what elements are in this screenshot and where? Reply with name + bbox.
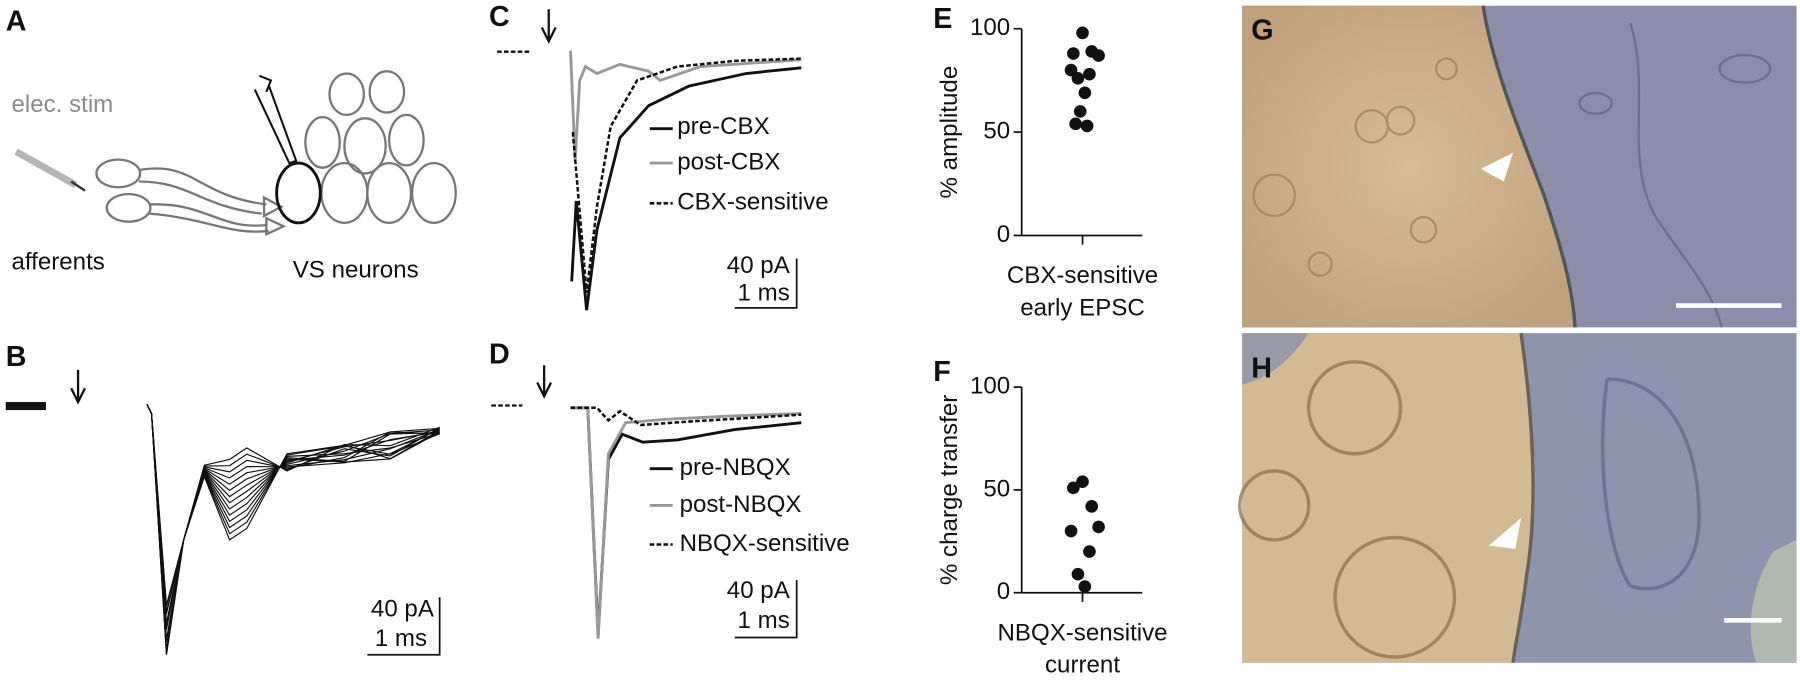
pipette xyxy=(253,74,298,165)
arrowhead xyxy=(1480,152,1514,182)
y-tick-label: 100 xyxy=(970,14,1010,41)
data-point xyxy=(1080,119,1094,133)
traces-b xyxy=(5,402,440,655)
y-tick-label: 0 xyxy=(997,578,1010,605)
legend-label: post-CBX xyxy=(677,148,780,175)
x-axis-label: early EPSC xyxy=(1020,294,1145,321)
scale-label: 1 ms xyxy=(738,607,790,634)
stim-arrow xyxy=(540,9,557,44)
y-tick-label: 50 xyxy=(983,117,1010,144)
data-point xyxy=(1064,63,1078,77)
data-point xyxy=(1067,481,1080,495)
data-point xyxy=(1071,72,1085,85)
em-image-h: H xyxy=(1238,332,1797,663)
data-point xyxy=(1076,475,1089,488)
trace xyxy=(146,404,440,655)
panel-letter: F xyxy=(933,356,951,388)
panel-letter: D xyxy=(489,339,510,371)
stim-arrow xyxy=(536,365,553,399)
stim-arrow xyxy=(70,369,86,405)
trace xyxy=(146,404,440,614)
panel-letter: B xyxy=(6,341,27,373)
x-axis-label: NBQX-sensitive xyxy=(997,619,1167,646)
scale-label: 40 pA xyxy=(371,595,435,622)
stim-label: elec. stim xyxy=(11,91,113,118)
data-point xyxy=(1078,86,1092,100)
y-tick-label: 100 xyxy=(970,372,1010,399)
legend-label: NBQX-sensitive xyxy=(680,530,850,557)
y-tick-label: 50 xyxy=(983,475,1010,502)
x-axis-label: CBX-sensitive xyxy=(1007,262,1158,289)
data-point xyxy=(1085,500,1099,513)
data-point xyxy=(1078,580,1092,593)
baseline xyxy=(5,402,46,411)
em-image-g: G xyxy=(1242,5,1797,328)
traces-c xyxy=(497,50,802,311)
data-point xyxy=(1092,520,1105,534)
trace xyxy=(146,404,440,627)
afferents-label: afferents xyxy=(11,248,104,275)
afferents xyxy=(95,70,457,237)
recorded-neuron xyxy=(275,161,322,225)
data-point xyxy=(1067,47,1080,60)
legend-label: pre-NBQX xyxy=(680,454,791,481)
data-point xyxy=(1069,117,1082,131)
y-axis-label: % charge transfer xyxy=(936,395,963,585)
legend-label: pre-CBX xyxy=(677,113,769,140)
panel-letter: G xyxy=(1251,15,1273,47)
panel-letter: H xyxy=(1251,352,1272,384)
data-point xyxy=(1083,67,1096,81)
data-point xyxy=(1071,567,1085,581)
arrowhead xyxy=(1488,518,1522,550)
panel-letter: A xyxy=(6,6,27,38)
neurons-label: VS neurons xyxy=(293,256,419,283)
data-point xyxy=(1073,105,1087,118)
trace xyxy=(146,404,440,606)
scale-label: 40 pA xyxy=(727,252,791,279)
scale-label: 40 pA xyxy=(727,577,791,604)
scale-bar xyxy=(367,597,441,656)
panel-letter: C xyxy=(489,1,510,33)
data-point xyxy=(1083,545,1096,558)
electrode xyxy=(14,148,78,188)
legend-label: post-NBQX xyxy=(680,491,802,518)
trace xyxy=(146,404,440,607)
panel-letter: E xyxy=(933,3,952,35)
data-point xyxy=(1076,26,1089,40)
diagram-a: elec. stim afferents VS neurons xyxy=(11,70,457,283)
y-tick-label: 0 xyxy=(997,221,1010,248)
trace xyxy=(146,404,440,612)
trace xyxy=(146,404,440,640)
data-point xyxy=(1064,524,1078,538)
legend-label: CBX-sensitive xyxy=(677,189,828,216)
scale-label: 1 ms xyxy=(738,279,790,306)
y-axis-label: % amplitude xyxy=(936,66,963,199)
x-axis-label: current xyxy=(1045,652,1120,679)
scale-label: 1 ms xyxy=(375,625,427,652)
data-point xyxy=(1092,49,1105,62)
traces-d xyxy=(491,404,802,639)
electrode-tip xyxy=(70,180,86,192)
